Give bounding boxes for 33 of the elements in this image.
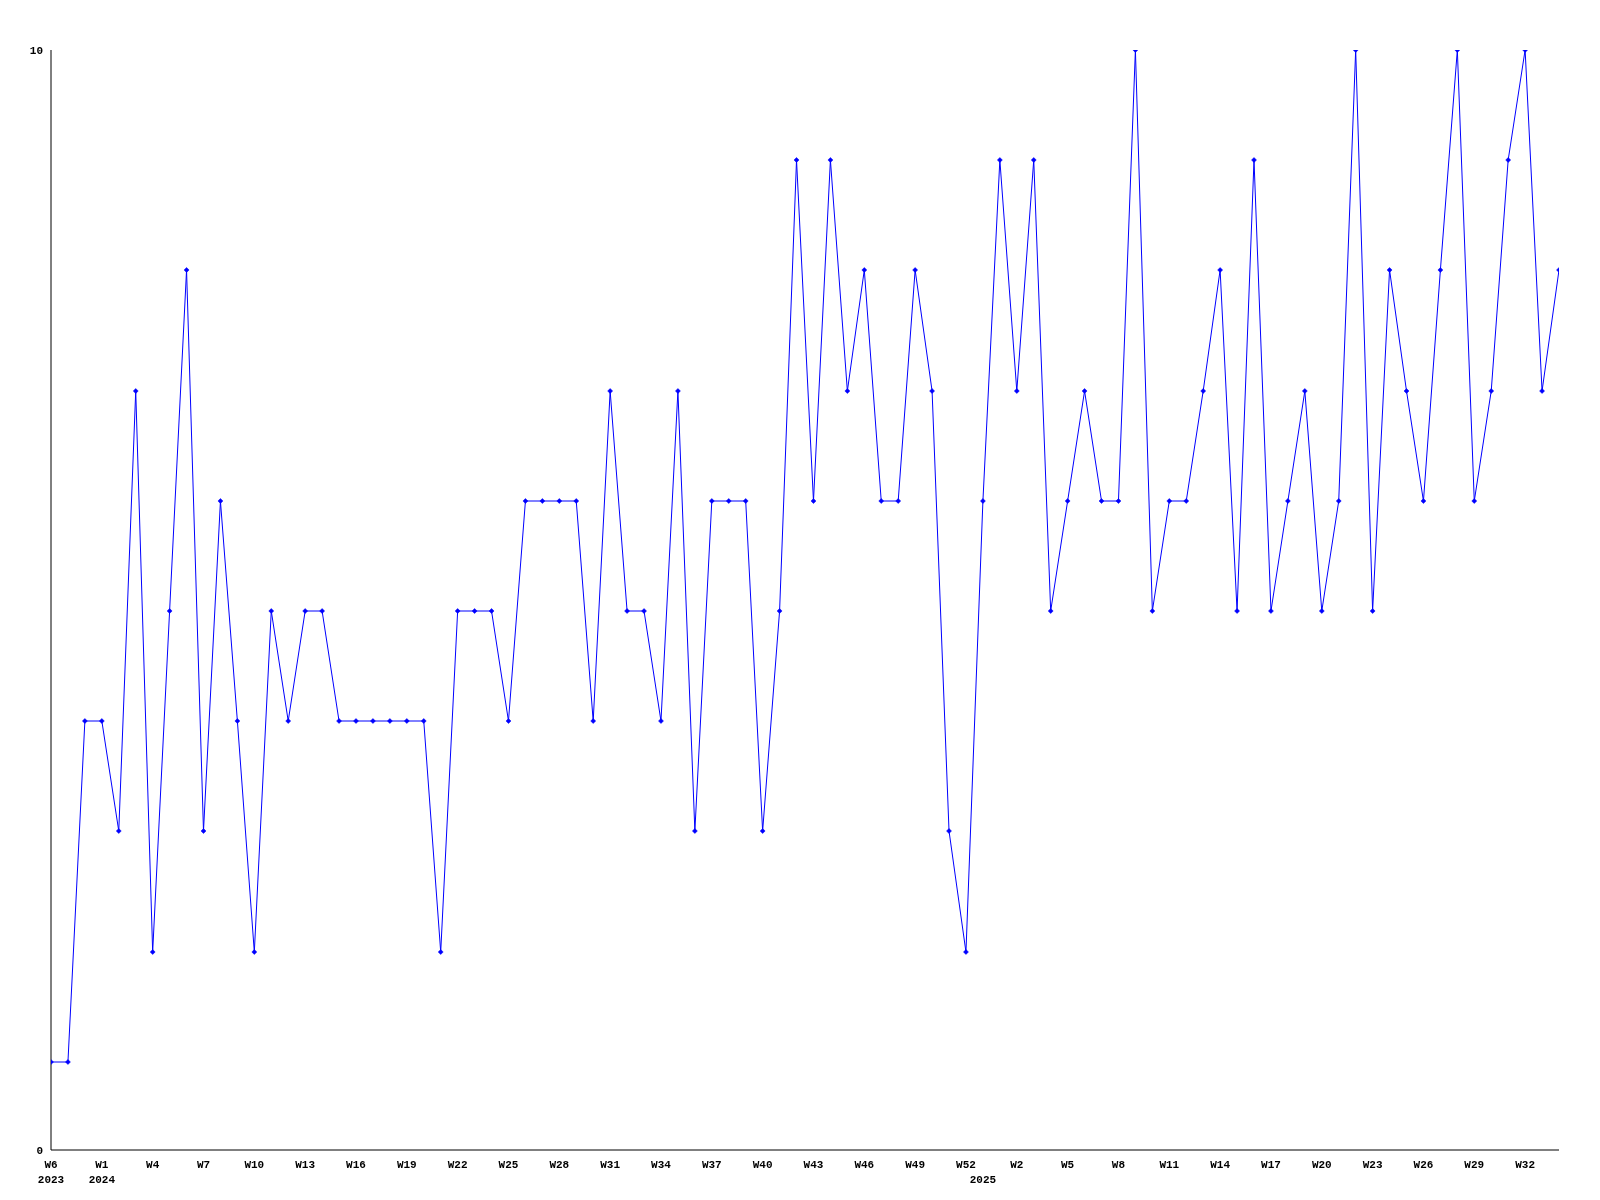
x-tick-label: W5 [1061, 1159, 1075, 1171]
x-tick-label: W20 [1311, 1159, 1332, 1171]
x-tick-label: W2 [1010, 1159, 1024, 1171]
x-tick-label: W52 [956, 1159, 976, 1171]
x-tick-label: W23 [1362, 1159, 1383, 1171]
x-tick-label: W11 [1159, 1159, 1180, 1171]
x-tick-label: W19 [396, 1159, 417, 1171]
x-tick-label: W31 [600, 1159, 621, 1171]
x-tick-label: W4 [146, 1159, 160, 1171]
x-tick-label: W16 [346, 1159, 366, 1171]
x-tick-label: W10 [244, 1159, 265, 1171]
y-tick-label: 10 [29, 44, 43, 57]
x-tick-label: W34 [651, 1159, 672, 1171]
x-tick-label: W43 [803, 1159, 824, 1171]
x-tick-label: W40 [752, 1159, 773, 1171]
x-tick-label: W6 2023 [37, 1159, 65, 1186]
x-tick-label: W14 [1210, 1159, 1231, 1171]
x-tick-label: W25 [498, 1159, 519, 1171]
x-tick-label: 2025 [969, 1174, 997, 1186]
x-tick-label: W13 [295, 1159, 316, 1171]
x-tick-label: W22 [447, 1159, 468, 1171]
x-tick-label: W46 [854, 1159, 875, 1171]
x-tick-label: W7 [196, 1159, 211, 1171]
x-tick-label: W28 [549, 1159, 570, 1171]
x-tick-label: W32 [1515, 1159, 1536, 1171]
y-tick-label: 0 [36, 1144, 43, 1157]
x-tick-label: W8 [1111, 1159, 1126, 1171]
x-tick-label: W17 [1261, 1159, 1281, 1171]
x-tick-label: W26 [1413, 1159, 1434, 1171]
x-tick-label: W37 [701, 1159, 722, 1171]
x-tick-label: W29 [1464, 1159, 1485, 1171]
x-tick-label: W49 [905, 1159, 926, 1171]
x-tick-label: W1 2024 [88, 1159, 116, 1186]
